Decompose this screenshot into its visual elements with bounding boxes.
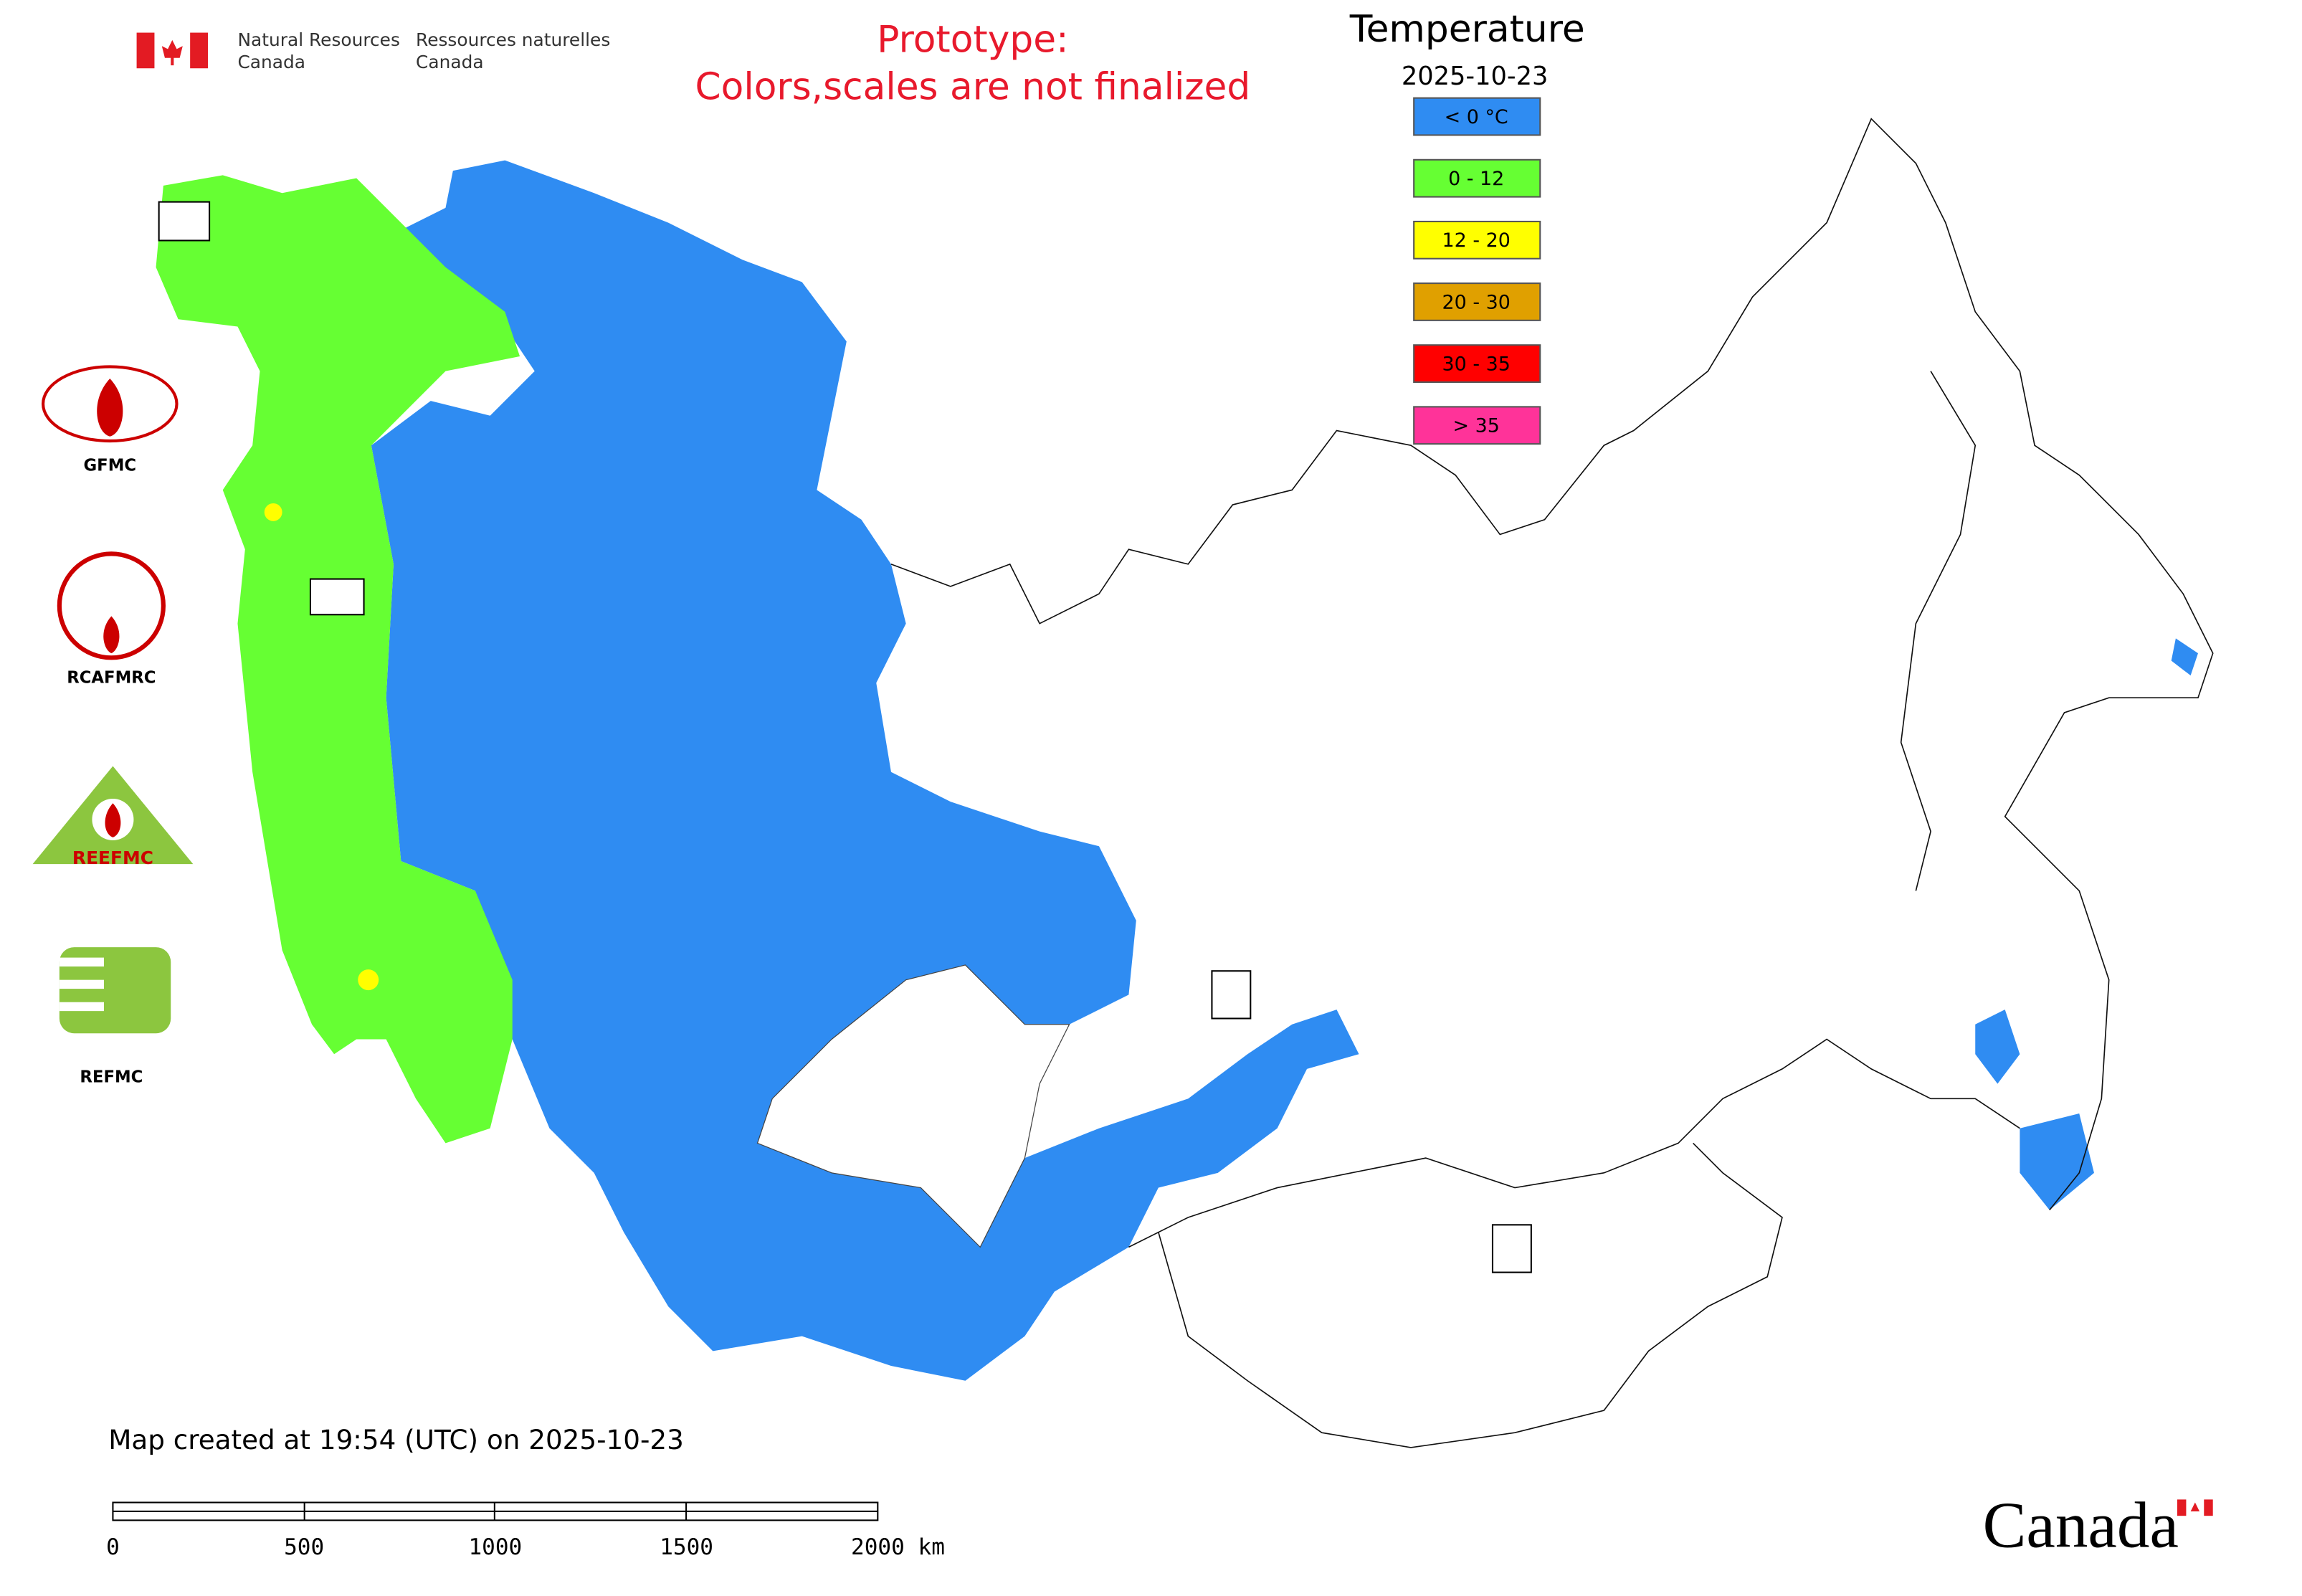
legend-swatch <box>1413 406 1541 445</box>
legend-label: 0 - 12 <box>1448 168 1504 190</box>
logo-label: GFMC <box>83 456 136 475</box>
prototype-notice: Colors,scales are not finalized <box>695 66 1251 109</box>
canada-wordmark: Canada <box>1983 1489 2179 1562</box>
logo-reefmc <box>32 766 194 865</box>
org-en: Canada <box>237 52 305 72</box>
warm-spot <box>358 969 379 991</box>
legend-swatch <box>1413 282 1541 321</box>
scale-bar <box>112 1501 879 1521</box>
org-fr: Canada <box>416 52 484 72</box>
scale-label: 1500 <box>660 1534 713 1560</box>
legend-label: 30 - 35 <box>1442 353 1511 375</box>
scale-labels: 0 500 1000 1500 2000 km <box>106 1534 945 1560</box>
logo-rcafmrc <box>57 551 166 660</box>
legend-label: 12 - 20 <box>1442 229 1511 252</box>
logo-refmc <box>59 947 171 1034</box>
map-regions <box>156 118 2214 1448</box>
kazakhstan-blank <box>756 964 1070 1248</box>
legend-swatch <box>1413 220 1541 260</box>
created-note: Map created at 19:54 (UTC) on 2025-10-23 <box>108 1424 684 1455</box>
logo-label: REFMC <box>80 1068 143 1087</box>
legend-swatch <box>1413 97 1541 136</box>
canada-flag <box>136 32 209 69</box>
logo-label: RCAFMRC <box>67 669 156 688</box>
legend-label: < 0 °C <box>1445 106 1508 128</box>
org-fr: Ressources naturelles <box>416 29 610 50</box>
org-en: Natural Resources <box>237 29 399 50</box>
logo-label: REEFMC <box>72 847 153 868</box>
map-logo-refmc <box>1211 970 1252 1020</box>
mongolia-border <box>1128 1038 2020 1448</box>
scale-label: 2000 km <box>851 1534 945 1560</box>
wordmark-flag <box>2177 1499 2213 1516</box>
zero-to-twelve-region <box>156 175 520 1144</box>
warm-spot <box>264 503 282 521</box>
map-logo-rcafmrc <box>1491 1224 1532 1273</box>
map-logo-reefmc <box>309 578 365 616</box>
legend: < 0 °C 0 - 12 12 - 20 20 - 30 30 - 35 > 35 <box>1413 97 1541 445</box>
legend-title: Temperature <box>1349 8 1585 51</box>
scale-label: 1000 <box>468 1534 522 1560</box>
coastline <box>890 118 2214 1211</box>
below-zero-region <box>371 160 1359 1381</box>
legend-swatch <box>1413 158 1541 198</box>
scale-label: 500 <box>284 1534 324 1560</box>
legend-label: 20 - 30 <box>1442 291 1511 313</box>
legend-label: > 35 <box>1453 415 1500 437</box>
scale-label: 0 <box>106 1534 120 1560</box>
logo-gfmc <box>42 365 179 443</box>
prototype-notice: Prototype: <box>877 18 1068 61</box>
map-logo-gfmc <box>158 201 211 242</box>
legend-swatch <box>1413 344 1541 384</box>
legend-date: 2025-10-23 <box>1402 62 1549 91</box>
